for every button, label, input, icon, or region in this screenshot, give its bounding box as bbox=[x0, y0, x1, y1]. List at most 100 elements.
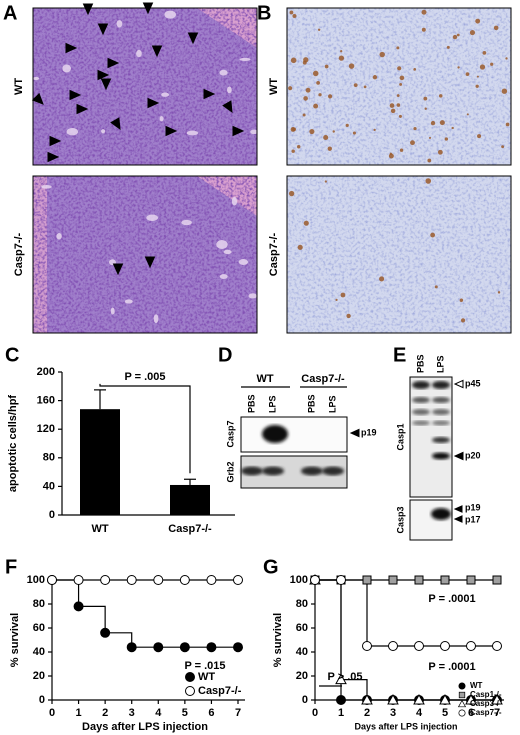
stained-cell bbox=[457, 66, 460, 69]
y-tick-label: 120 bbox=[37, 423, 55, 435]
point bbox=[361, 693, 373, 705]
stained-cell bbox=[505, 57, 508, 60]
stained-cell bbox=[340, 292, 346, 298]
x-tick-label: 5 bbox=[442, 707, 448, 719]
legend-marker bbox=[458, 709, 466, 717]
stained-cell bbox=[444, 137, 449, 141]
point bbox=[100, 575, 111, 585]
row-label: WT bbox=[13, 78, 25, 95]
vessel bbox=[124, 299, 133, 304]
point bbox=[388, 575, 398, 585]
stained-cell bbox=[297, 244, 303, 250]
x-tick-label: 4 bbox=[155, 707, 162, 719]
arrowhead bbox=[76, 103, 89, 115]
arrowhead bbox=[453, 505, 463, 513]
point bbox=[387, 693, 399, 705]
arrowhead bbox=[232, 125, 245, 137]
point bbox=[335, 673, 347, 685]
x-tick-label: Casp7-/- bbox=[168, 523, 212, 535]
panel-letter: F bbox=[5, 556, 17, 578]
vessel bbox=[250, 129, 258, 135]
stained-cell bbox=[396, 103, 401, 107]
vessel bbox=[110, 307, 115, 315]
micrograph-border bbox=[286, 175, 512, 334]
arrowhead bbox=[222, 100, 233, 114]
stained-cell bbox=[288, 190, 295, 197]
stained-cell bbox=[459, 298, 464, 302]
stained-cell bbox=[423, 96, 428, 101]
panel-letter: C bbox=[5, 344, 19, 366]
stained-cell bbox=[292, 127, 296, 132]
point bbox=[126, 575, 137, 585]
stained-cell bbox=[303, 220, 309, 226]
point bbox=[47, 575, 57, 585]
group-label: WT bbox=[256, 373, 273, 385]
stained-cell bbox=[434, 285, 438, 289]
band bbox=[301, 466, 323, 476]
arrowhead bbox=[107, 57, 120, 69]
stained-cell bbox=[439, 120, 445, 126]
point bbox=[440, 575, 450, 585]
row-label: Grb2 bbox=[225, 461, 235, 482]
panel-letter: G bbox=[263, 556, 279, 578]
x-tick-label: 3 bbox=[129, 707, 135, 719]
lane-label: LPS bbox=[435, 355, 445, 373]
row-label: WT bbox=[268, 78, 280, 95]
stained-cell bbox=[399, 75, 405, 81]
vessel bbox=[32, 76, 40, 81]
stained-cell bbox=[413, 126, 417, 131]
vessel bbox=[238, 258, 249, 266]
stained-cell bbox=[469, 29, 476, 36]
blot bbox=[409, 499, 453, 541]
step-line bbox=[341, 579, 368, 646]
point bbox=[466, 575, 476, 585]
x-tick-label: 1 bbox=[76, 707, 82, 719]
stained-cell bbox=[475, 84, 479, 88]
stained-cell bbox=[288, 86, 293, 91]
x-tick-label: 6 bbox=[208, 707, 214, 719]
size-marker: p17 bbox=[465, 514, 481, 524]
x-tick-label: 0 bbox=[49, 707, 55, 719]
stained-cell bbox=[291, 149, 295, 153]
vessel bbox=[223, 249, 232, 255]
stained-cell bbox=[303, 96, 308, 101]
band bbox=[432, 452, 450, 460]
point bbox=[491, 693, 503, 705]
point bbox=[414, 575, 424, 585]
x-tick-label: 7 bbox=[235, 707, 241, 719]
band bbox=[432, 420, 450, 426]
x-axis-label: Days after LPS injection bbox=[354, 721, 457, 731]
group-label: Casp7-/- bbox=[301, 373, 345, 385]
band bbox=[412, 397, 430, 403]
stained-cell bbox=[302, 60, 307, 65]
stained-cell bbox=[302, 113, 306, 117]
arrowhead bbox=[147, 97, 160, 109]
lane-label: PBS bbox=[415, 354, 425, 373]
arrowhead bbox=[97, 69, 110, 81]
point bbox=[100, 627, 111, 638]
point bbox=[413, 693, 425, 705]
stained-cell bbox=[466, 113, 469, 116]
band bbox=[432, 381, 450, 389]
x-tick-label: 1 bbox=[338, 707, 344, 719]
step-line bbox=[341, 678, 368, 700]
stained-cell bbox=[389, 152, 393, 156]
band bbox=[432, 397, 450, 403]
stained-cell bbox=[425, 178, 432, 184]
y-axis-label: % survival bbox=[272, 613, 284, 667]
point bbox=[362, 575, 372, 585]
stained-cell bbox=[451, 126, 454, 130]
band bbox=[262, 466, 284, 476]
stained-cell bbox=[363, 85, 367, 89]
stained-cell bbox=[446, 45, 450, 49]
vessel bbox=[116, 20, 123, 28]
stained-cell bbox=[452, 34, 458, 40]
stained-cell bbox=[335, 298, 338, 302]
vessel bbox=[248, 293, 257, 299]
band bbox=[412, 420, 430, 426]
point bbox=[336, 695, 346, 705]
point bbox=[73, 575, 84, 585]
stained-cell bbox=[477, 134, 482, 139]
vessel bbox=[164, 10, 176, 19]
